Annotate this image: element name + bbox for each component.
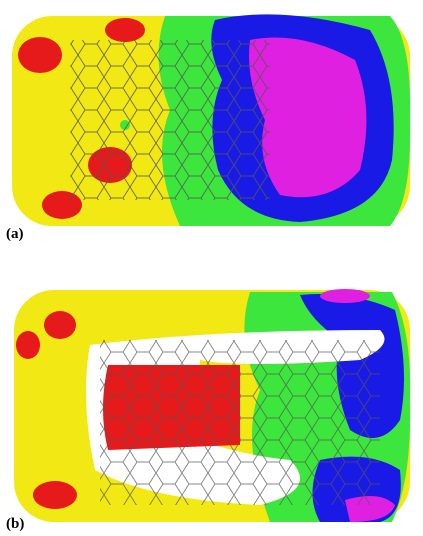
- panel-label: (b): [6, 516, 24, 532]
- panel-a-surface: [12, 14, 410, 226]
- panel-b-surface: [14, 289, 410, 522]
- figure: (a) (b): [0, 0, 423, 536]
- panel-label: (a): [6, 226, 24, 242]
